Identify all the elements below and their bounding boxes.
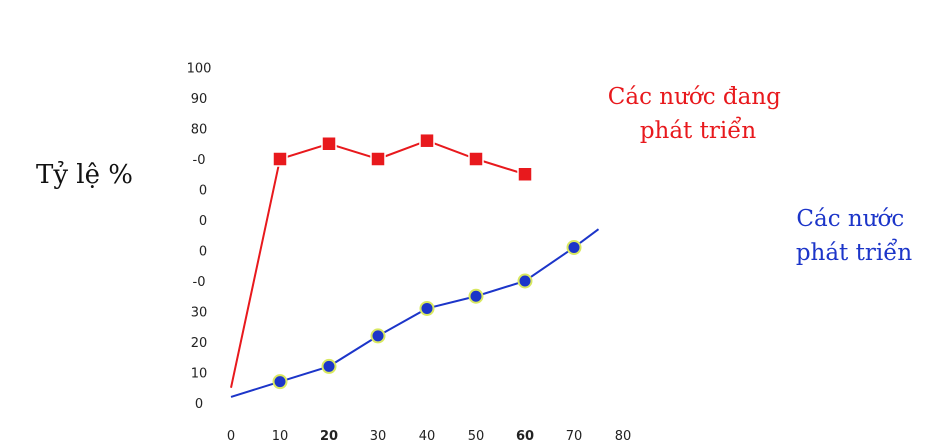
data-point-circle	[321, 358, 337, 374]
series-line-1	[230, 228, 600, 398]
y-tick-label: 10	[191, 367, 208, 382]
x-tick-label: 80	[615, 429, 632, 442]
y-tick-label: 0	[199, 184, 207, 199]
x-tick-label: 60	[516, 429, 534, 442]
data-point-square	[272, 151, 288, 167]
data-point-square	[517, 166, 533, 182]
x-tick-label: 20	[320, 429, 338, 442]
data-point-square	[419, 132, 435, 149]
y-tick-label: 20	[191, 336, 208, 351]
y-axis-ticks: 0 10 20 30 -0 0 0 0 -0 80 90 100	[187, 62, 212, 413]
y-tick-label: -0	[193, 275, 206, 290]
x-tick-label: 10	[272, 429, 289, 442]
data-point-circle	[566, 239, 582, 255]
x-tick-label: 40	[419, 429, 436, 442]
y-tick-label: 0	[199, 245, 207, 260]
series-label-developing-line-1: Các nước đang	[608, 84, 781, 110]
data-point-square	[468, 151, 484, 167]
data-point-circle	[419, 300, 435, 316]
series-label-developed-line-1: Các nước	[796, 206, 904, 232]
data-point-circle	[272, 374, 288, 390]
x-tick-label: 50	[468, 429, 485, 442]
x-tick-label: 70	[566, 429, 583, 442]
data-point-circle	[517, 273, 533, 289]
data-point-square	[321, 136, 337, 152]
y-tick-label: 30	[191, 306, 208, 321]
x-tick-label: 0	[227, 429, 235, 442]
series-layer	[230, 132, 600, 398]
y-tick-label: 100	[187, 62, 212, 77]
series-label-developed: Các nước phát triển	[796, 206, 913, 266]
y-tick-label: 80	[191, 123, 208, 138]
y-tick-label: 0	[199, 214, 207, 229]
data-point-circle	[468, 288, 484, 304]
series-label-developing: Các nước đang phát triển	[608, 84, 788, 144]
y-tick-label: 0	[195, 397, 203, 412]
x-axis-ticks: 0 10 20 30 40 50 60 70 80	[227, 429, 631, 442]
y-tick-label: -0	[193, 153, 206, 168]
series-label-developed-line-2: phát triển	[796, 238, 913, 266]
series-line-0	[230, 139, 526, 388]
series-label-developing-line-2: phát triển	[640, 116, 757, 144]
data-point-square	[370, 151, 386, 167]
y-axis-label: Tỷ lệ %	[36, 160, 133, 190]
x-tick-label: 30	[370, 429, 387, 442]
y-tick-label: 90	[191, 92, 208, 107]
data-point-circle	[370, 328, 386, 344]
